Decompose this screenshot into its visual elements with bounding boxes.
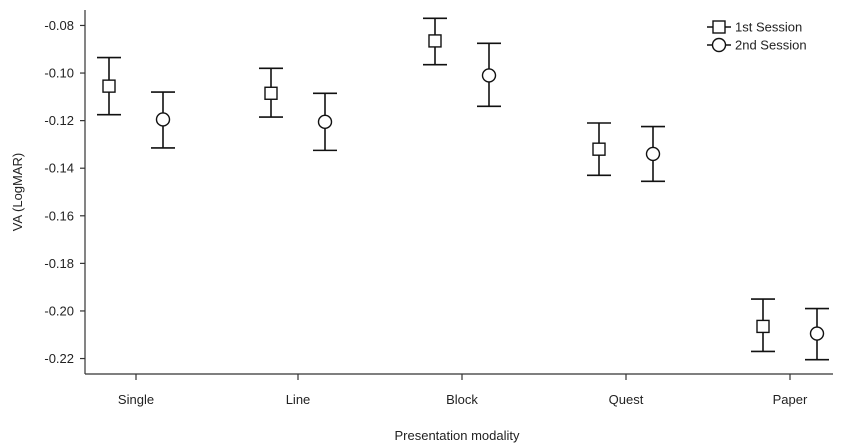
y-tick-label: -0.08 xyxy=(44,18,74,33)
error-bar-group xyxy=(641,125,665,183)
legend-label: 1st Session xyxy=(735,20,802,35)
data-point-square xyxy=(102,79,116,93)
y-ticks: -0.08 -0.10 -0.12 -0.14 -0.16 -0.18 -0.20 -0.22 xyxy=(44,18,85,366)
data-point-circle xyxy=(317,114,333,130)
legend: 1st Session 2nd Session xyxy=(707,20,807,53)
error-bar-group xyxy=(423,17,447,66)
y-axis-label: VA (LogMAR) xyxy=(10,153,25,232)
data-point-circle xyxy=(645,146,661,162)
data-point-square xyxy=(592,142,606,156)
error-bar-group xyxy=(587,122,611,177)
data-point-square xyxy=(264,86,278,100)
legend-item: 2nd Session xyxy=(707,38,807,53)
legend-circle-marker xyxy=(711,37,727,53)
y-tick-label: -0.14 xyxy=(44,161,74,176)
y-tick-label: -0.12 xyxy=(44,113,74,128)
y-tick-label: -0.20 xyxy=(44,303,74,318)
x-tick-label: Single xyxy=(118,392,154,407)
x-tick-label: Paper xyxy=(773,392,808,407)
data-point-circle xyxy=(809,326,825,341)
error-bar-group xyxy=(151,91,175,149)
error-bar-group xyxy=(751,298,775,353)
error-bar-group xyxy=(97,56,121,116)
error-bar-group xyxy=(259,67,283,118)
legend-square-marker xyxy=(712,20,726,34)
error-bar-group xyxy=(805,307,829,361)
data-point-circle xyxy=(155,112,171,127)
x-tick-label: Block xyxy=(446,392,478,407)
data-marks xyxy=(97,17,829,361)
x-tick-label: Quest xyxy=(609,392,644,407)
error-bar-group xyxy=(313,92,337,152)
x-ticks: Single Line Block Quest Paper xyxy=(118,374,808,407)
y-tick-label: -0.16 xyxy=(44,208,74,223)
data-point-square xyxy=(756,319,770,334)
legend-item: 1st Session xyxy=(707,20,802,35)
data-point-circle xyxy=(481,68,497,83)
error-bar-group xyxy=(477,42,501,108)
y-tick-label: -0.22 xyxy=(44,351,74,366)
y-tick-label: -0.18 xyxy=(44,256,74,271)
x-axis-label: Presentation modality xyxy=(394,428,520,443)
legend-label: 2nd Session xyxy=(735,38,807,53)
y-tick-label: -0.10 xyxy=(44,66,74,81)
data-point-square xyxy=(428,34,442,48)
x-tick-label: Line xyxy=(286,392,311,407)
